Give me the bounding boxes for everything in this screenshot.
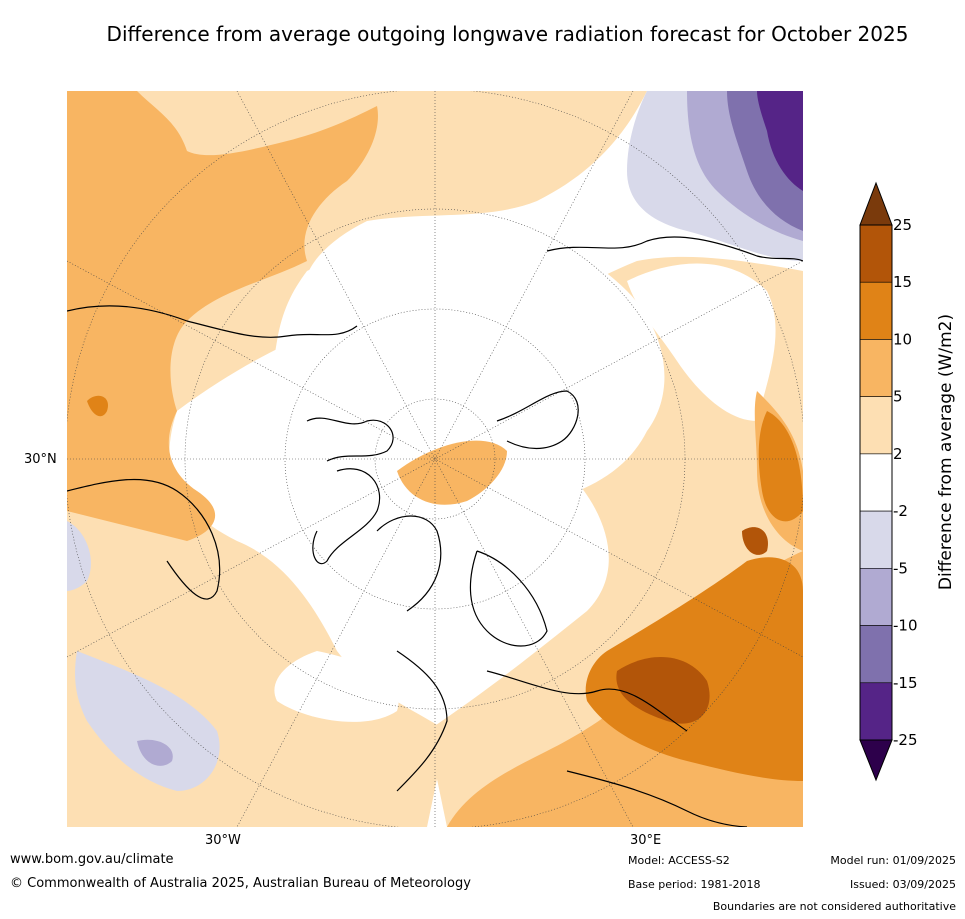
colorbar-frame: [859, 224, 893, 741]
colorbar: 25 15 10 5 2 -2 -5 -10 -15 -25 Difference from av…: [859, 181, 956, 782]
base-period: Base period: 1981-2018: [628, 878, 761, 891]
chart-title: Difference from average outgoing longwav…: [106, 22, 909, 46]
anomaly-negative: [67, 91, 803, 791]
longitude-label-30w: 30°W: [205, 833, 241, 848]
colorbar-label: Difference from average (W/m2): [936, 314, 956, 590]
website-link[interactable]: www.bom.gov.au/climate: [10, 852, 174, 867]
colorbar-tick-label: 15: [893, 273, 912, 291]
colorbar-tick-label: -15: [893, 674, 918, 692]
anomaly-15-to-25: [616, 527, 768, 724]
colorbar-bin: [859, 568, 893, 626]
colorbar-bins: [859, 224, 893, 741]
colorbar-tick-label: -10: [893, 617, 918, 635]
longitude-label-30e: 30°E: [630, 833, 662, 848]
issued-date: Issued: 03/09/2025: [849, 878, 956, 891]
colorbar-tick-label: 5: [893, 388, 903, 406]
colorbar-ticks: 25 15 10 5 2 -2 -5 -10 -15 -25: [893, 216, 918, 749]
colorbar-bin: [859, 682, 893, 741]
model-run-date: Model run: 01/09/2025: [830, 854, 956, 867]
colorbar-bin: [859, 625, 893, 684]
colorbar-tick-label: 2: [893, 445, 903, 463]
colorbar-tick-label: -2: [893, 502, 908, 520]
colorbar-tick-label: -5: [893, 559, 908, 577]
boundaries-disclaimer: Boundaries are not considered authoritat…: [712, 900, 956, 913]
coastlines: [67, 236, 803, 827]
anomaly-map: [67, 91, 803, 827]
graticule: [67, 91, 803, 827]
colorbar-tick-label: 25: [893, 216, 912, 234]
colorbar-lower-extension: [859, 739, 893, 782]
colorbar-bin: [859, 339, 893, 397]
colorbar-bin: [859, 510, 893, 569]
colorbar-bin: [859, 396, 893, 455]
colorbar-bin: [859, 281, 893, 340]
colorbar-tick-label: 10: [893, 330, 912, 348]
copyright-text: © Commonwealth of Australia 2025, Austra…: [10, 876, 471, 891]
colorbar-bin: [859, 224, 893, 283]
model-name: Model: ACCESS-S2: [628, 854, 730, 867]
colorbar-bin: [859, 453, 893, 512]
colorbar-upper-extension: [859, 181, 893, 226]
colorbar-tick-label: -25: [893, 731, 918, 749]
latitude-label-30n: 30°N: [24, 452, 57, 467]
